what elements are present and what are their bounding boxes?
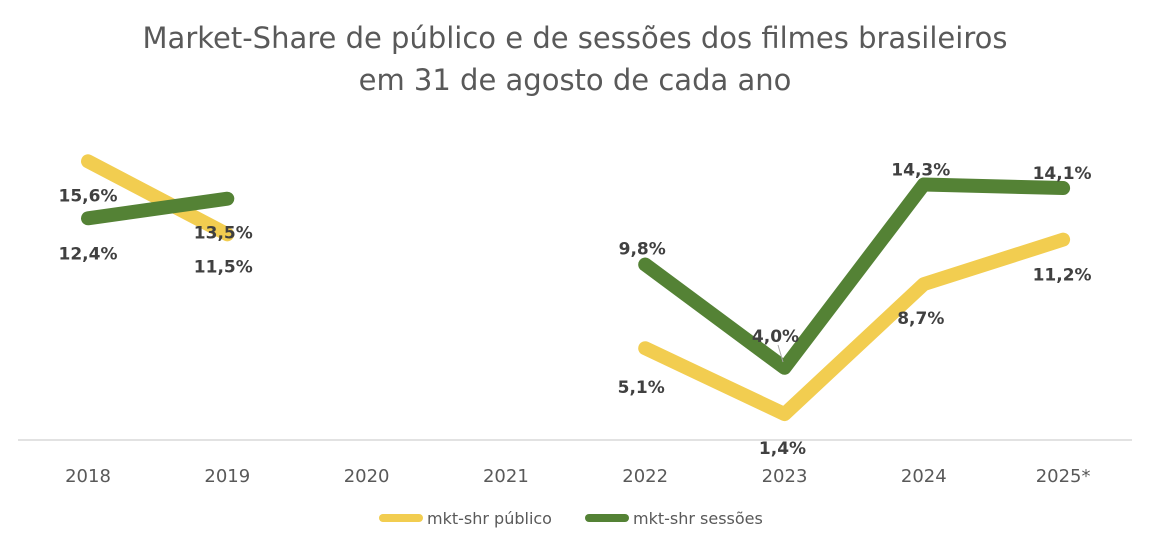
x-tick-label: 2023 — [762, 466, 808, 487]
data-label: 5,1% — [618, 378, 665, 398]
legend-label: mkt-shr público — [427, 509, 552, 528]
data-label: 11,2% — [1033, 266, 1092, 286]
x-tick-label: 2020 — [344, 466, 390, 487]
data-label: 12,4% — [59, 244, 118, 264]
data-label: 15,6% — [59, 186, 118, 206]
data-label: 14,3% — [891, 160, 950, 180]
x-tick-label: 2021 — [483, 466, 529, 487]
x-tick-label: 2018 — [65, 466, 111, 487]
data-label: 4,0% — [752, 327, 799, 347]
data-label: 11,5% — [194, 257, 253, 277]
legend: mkt-shr público mkt-shr sessões — [379, 509, 763, 528]
x-tick-label: 2022 — [622, 466, 668, 487]
data-label: 1,4% — [759, 439, 806, 459]
chart-title: Market-Share de público e de sessões dos… — [143, 21, 1008, 55]
leader-line — [777, 344, 784, 363]
data-label: 8,7% — [897, 309, 944, 329]
series-line-sessoes — [638, 177, 1071, 375]
data-label: 13,5% — [194, 224, 253, 244]
x-tick-label: 2024 — [901, 466, 947, 487]
series-line-publico — [81, 154, 235, 242]
chart-subtitle: em 31 de agosto de cada ano — [359, 63, 792, 97]
legend-label: mkt-shr sessões — [633, 509, 763, 528]
series-line-publico — [638, 232, 1071, 422]
data-label: 14,1% — [1033, 164, 1092, 184]
x-tick-label: 2025* — [1036, 466, 1091, 487]
x-tick-label: 2019 — [204, 466, 250, 487]
series-line-sessoes — [81, 191, 235, 226]
data-label: 9,8% — [619, 240, 666, 260]
